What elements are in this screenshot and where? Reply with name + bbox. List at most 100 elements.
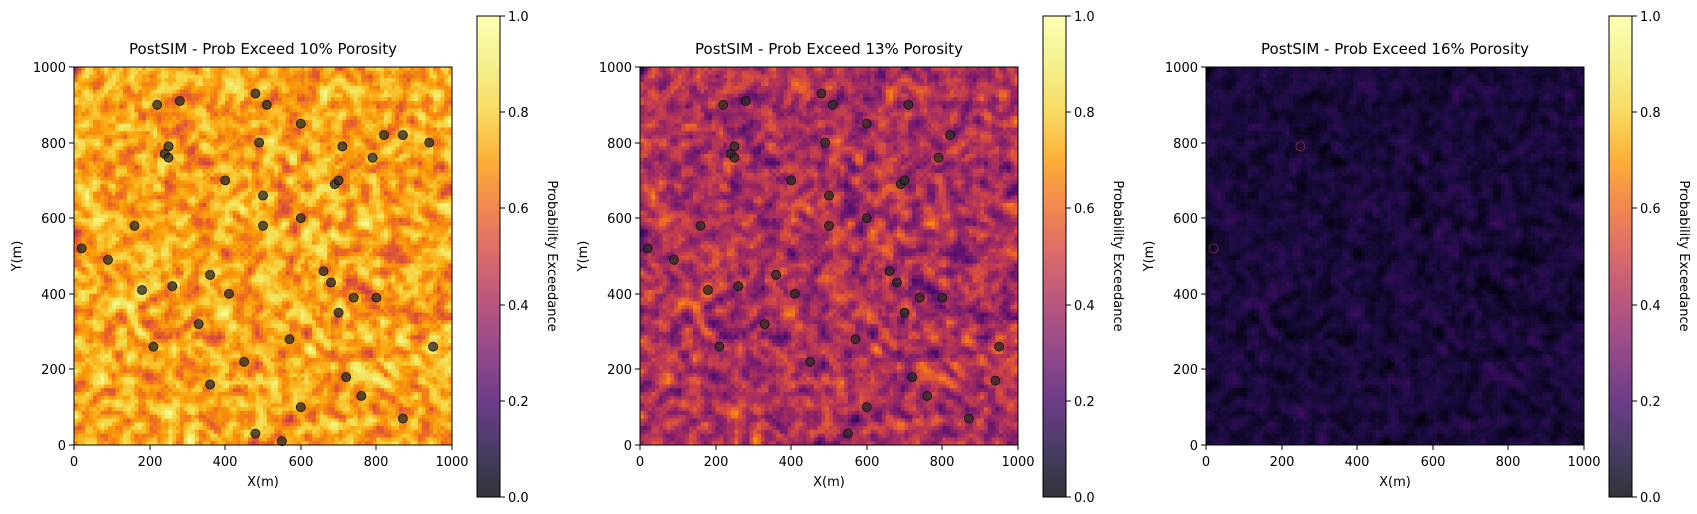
well-marker: [730, 142, 739, 151]
panel-2-x-tick-400: 400: [779, 455, 804, 470]
panel-1-cbar-tick-2: 0.4: [508, 299, 529, 314]
well-marker: [900, 176, 909, 185]
well-marker: [862, 214, 871, 223]
well-marker: [77, 244, 86, 253]
panel-3-x-tick-200: 200: [1270, 455, 1295, 470]
well-marker: [338, 142, 347, 151]
well-marker: [643, 244, 652, 253]
panel-3-y-tick-1000: 1000: [1165, 61, 1198, 76]
panel-1-y-ticks: 0 200 400 600 800 1000: [33, 61, 74, 454]
panel-3-y-tick-0: 0: [1190, 439, 1198, 454]
panel-1-colorbar-label: Probability Exceedance: [544, 180, 559, 331]
well-marker: [221, 176, 230, 185]
well-marker: [923, 391, 932, 400]
well-marker: [715, 342, 724, 351]
panel-2-cbar-tick-3: 0.6: [1074, 202, 1095, 217]
well-marker: [164, 153, 173, 162]
well-marker: [425, 138, 434, 147]
well-marker: [904, 100, 913, 109]
panel-1-heatmap: [74, 67, 452, 445]
panel-2-title: PostSIM - Prob Exceed 13% Porosity: [695, 40, 963, 58]
well-marker: [760, 320, 769, 329]
well-marker: [885, 267, 894, 276]
well-marker: [164, 142, 173, 151]
panel-3-title: PostSIM - Prob Exceed 16% Porosity: [1261, 40, 1529, 58]
well-marker: [153, 100, 162, 109]
panel-1-x-tick-0: 0: [70, 455, 78, 470]
panel-1-y-axis-label: Y(m): [10, 241, 25, 273]
panel-2-x-tick-800: 800: [930, 455, 955, 470]
well-marker: [327, 278, 336, 287]
well-marker: [349, 293, 358, 302]
panel-3-cbar-tick-1: 0.2: [1640, 395, 1661, 410]
well-marker: [138, 286, 147, 295]
panel-1: PostSIM - Prob Exceed 10% Porosity 0 200…: [10, 10, 559, 506]
panel-3-cbar-tick-5: 1.0: [1640, 10, 1661, 25]
panel-3-y-tick-800: 800: [1173, 137, 1198, 152]
panel-2-x-tick-600: 600: [855, 455, 880, 470]
panel-1-cbar-tick-3: 0.6: [508, 202, 529, 217]
panel-1-x-tick-400: 400: [213, 455, 238, 470]
well-marker: [194, 320, 203, 329]
panel-1-x-ticks: 0 200 400 600 800 1000: [70, 445, 469, 470]
well-marker: [259, 191, 268, 200]
panel-3-y-tick-400: 400: [1173, 288, 1198, 303]
well-marker: [900, 308, 909, 317]
panel-3-x-tick-400: 400: [1345, 455, 1370, 470]
panel-2-y-axis-label: Y(m): [576, 241, 591, 273]
panel-3-cbar-tick-2: 0.4: [1640, 299, 1661, 314]
panel-1-y-tick-1000: 1000: [33, 61, 66, 76]
panel-3-y-tick-600: 600: [1173, 212, 1198, 227]
panel-1-cbar-tick-5: 1.0: [508, 10, 529, 25]
well-marker: [696, 221, 705, 230]
well-marker: [862, 403, 871, 412]
panel-2-y-ticks: 0 200 400 600 800 1000: [599, 61, 640, 454]
well-marker: [334, 176, 343, 185]
well-marker: [843, 429, 852, 438]
panel-2-x-ticks: 0 200 400 600 800 1000: [636, 445, 1035, 470]
panel-3-y-tick-200: 200: [1173, 363, 1198, 378]
panel-2-y-tick-400: 400: [607, 288, 632, 303]
panel-2-cbar-tick-5: 1.0: [1074, 10, 1095, 25]
panel-3: PostSIM - Prob Exceed 16% Porosity 0 200…: [1142, 10, 1691, 506]
panel-3-x-tick-1000: 1000: [1567, 455, 1600, 470]
well-marker: [255, 138, 264, 147]
panel-2-cbar-tick-2: 0.4: [1074, 299, 1095, 314]
panel-2-cbar-tick-4: 0.8: [1074, 106, 1095, 121]
panel-2-heatmap: [640, 67, 1018, 445]
panel-2-x-tick-1000: 1000: [1001, 455, 1034, 470]
panel-3-x-tick-600: 600: [1421, 455, 1446, 470]
well-marker: [206, 380, 215, 389]
panel-1-colorbar: [477, 16, 500, 497]
well-marker: [915, 293, 924, 302]
well-marker: [285, 335, 294, 344]
well-marker: [149, 342, 158, 351]
well-marker: [787, 176, 796, 185]
well-marker: [670, 255, 679, 264]
well-marker: [991, 376, 1000, 385]
well-marker: [398, 414, 407, 423]
well-marker: [893, 278, 902, 287]
well-marker: [368, 153, 377, 162]
well-marker: [995, 342, 1004, 351]
panel-1-title: PostSIM - Prob Exceed 10% Porosity: [129, 40, 397, 58]
well-marker: [730, 153, 739, 162]
panel-2-cbar-tick-0: 0.0: [1074, 491, 1095, 506]
well-marker: [342, 373, 351, 382]
well-marker: [357, 391, 366, 400]
well-marker: [429, 342, 438, 351]
panel-3-y-ticks: 0 200 400 600 800 1000: [1165, 61, 1206, 454]
panel-2-x-axis-label: X(m): [813, 475, 845, 490]
well-marker: [964, 414, 973, 423]
panel-3-colorbar-label: Probability Exceedance: [1676, 180, 1691, 331]
panel-2: PostSIM - Prob Exceed 13% Porosity 0 200…: [576, 10, 1125, 506]
panel-1-x-tick-600: 600: [289, 455, 314, 470]
well-marker: [175, 97, 184, 106]
well-marker: [825, 221, 834, 230]
panel-2-colorbar-ticks: 0.0 0.2 0.4 0.6 0.8 1.0: [1066, 10, 1095, 506]
well-marker: [828, 100, 837, 109]
panel-1-x-tick-200: 200: [138, 455, 163, 470]
panel-2-x-tick-200: 200: [704, 455, 729, 470]
panel-1-cbar-tick-4: 0.8: [508, 106, 529, 121]
